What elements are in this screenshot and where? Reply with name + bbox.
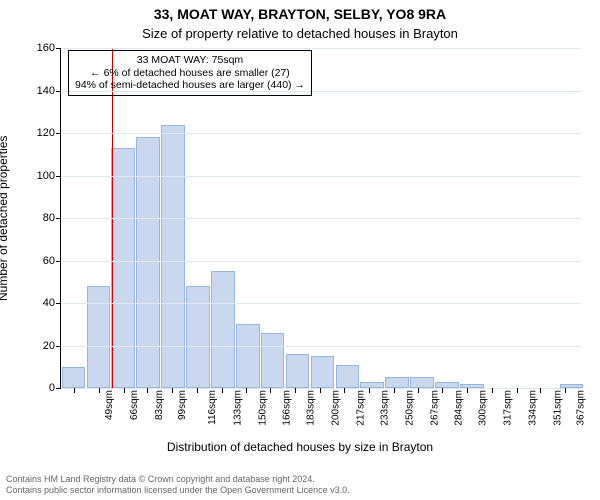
- x-tick-mark: [246, 388, 247, 393]
- x-tick-mark: [124, 388, 125, 393]
- x-tick-label: 49sqm: [104, 390, 115, 420]
- x-tick-mark: [320, 388, 321, 393]
- annotation-line: 94% of semi-detached houses are larger (…: [75, 79, 305, 92]
- gridline: [61, 176, 581, 177]
- y-tick-label: 60: [43, 255, 55, 267]
- x-tick-label: 233sqm: [379, 390, 390, 426]
- y-tick-mark: [56, 133, 61, 134]
- x-tick-mark: [74, 388, 75, 393]
- x-tick-mark: [565, 388, 566, 393]
- histogram-bar: [261, 333, 285, 388]
- x-tick-mark: [222, 388, 223, 393]
- histogram-bar: [161, 125, 185, 389]
- x-tick-label: 116sqm: [207, 390, 218, 425]
- gridline: [61, 346, 581, 347]
- x-tick-label: 200sqm: [331, 390, 342, 426]
- y-tick-mark: [56, 303, 61, 304]
- y-tick-label: 100: [37, 170, 55, 182]
- histogram-bar: [385, 377, 409, 388]
- histogram-bar: [236, 324, 260, 388]
- y-tick-label: 120: [37, 127, 55, 139]
- y-axis-label: Number of detached properties: [0, 135, 10, 300]
- plot-area: 02040608010012014016049sqm66sqm83sqm99sq…: [60, 48, 581, 389]
- gridline: [61, 261, 581, 262]
- gridline: [61, 303, 581, 304]
- y-tick-label: 140: [37, 85, 55, 97]
- histogram-bar: [410, 377, 434, 388]
- histogram-bar: [111, 148, 135, 388]
- x-tick-mark: [99, 388, 100, 393]
- y-tick-mark: [56, 218, 61, 219]
- chart-title-main: 33, MOAT WAY, BRAYTON, SELBY, YO8 9RA: [0, 6, 600, 22]
- x-tick-label: 217sqm: [356, 390, 367, 426]
- gridline: [61, 133, 581, 134]
- x-tick-label: 267sqm: [429, 390, 440, 426]
- x-tick-label: 317sqm: [502, 390, 513, 426]
- histogram-bar: [286, 354, 310, 388]
- x-tick-mark: [418, 388, 419, 393]
- x-tick-mark: [369, 388, 370, 393]
- gridline: [61, 218, 581, 219]
- x-tick-label: 284sqm: [454, 390, 465, 426]
- x-axis-label: Distribution of detached houses by size …: [0, 440, 600, 454]
- histogram-bar: [311, 356, 335, 388]
- x-tick-mark: [344, 388, 345, 393]
- histogram-bar: [62, 367, 86, 388]
- y-tick-label: 80: [43, 212, 55, 224]
- x-tick-label: 99sqm: [177, 390, 188, 420]
- gridline: [61, 48, 581, 49]
- x-tick-mark: [540, 388, 541, 393]
- x-tick-label: 250sqm: [404, 390, 415, 426]
- x-tick-mark: [295, 388, 296, 393]
- y-tick-label: 0: [49, 382, 55, 394]
- x-tick-label: 66sqm: [129, 390, 140, 420]
- y-tick-label: 20: [43, 340, 55, 352]
- x-tick-mark: [270, 388, 271, 393]
- y-tick-label: 160: [37, 42, 55, 54]
- x-tick-mark: [147, 388, 148, 393]
- histogram-bar: [186, 286, 210, 388]
- y-tick-mark: [56, 48, 61, 49]
- x-tick-label: 133sqm: [233, 390, 244, 426]
- x-tick-label: 83sqm: [154, 390, 165, 420]
- x-tick-label: 367sqm: [576, 390, 587, 426]
- histogram-bar: [87, 286, 111, 388]
- x-tick-mark: [172, 388, 173, 393]
- x-tick-mark: [442, 388, 443, 393]
- x-tick-label: 150sqm: [258, 390, 269, 426]
- y-tick-mark: [56, 388, 61, 389]
- x-tick-label: 300sqm: [477, 390, 488, 426]
- annotation-box: 33 MOAT WAY: 75sqm← 6% of detached house…: [68, 50, 312, 96]
- footer-attribution: Contains HM Land Registry data © Crown c…: [6, 474, 350, 497]
- x-tick-mark: [517, 388, 518, 393]
- histogram-bar: [336, 365, 360, 388]
- x-tick-mark: [197, 388, 198, 393]
- annotation-line: ← 6% of detached houses are smaller (27): [75, 67, 305, 80]
- y-tick-label: 40: [43, 297, 55, 309]
- x-tick-label: 183sqm: [306, 390, 317, 426]
- x-tick-mark: [492, 388, 493, 393]
- x-tick-mark: [394, 388, 395, 393]
- y-tick-mark: [56, 176, 61, 177]
- chart-container: 33, MOAT WAY, BRAYTON, SELBY, YO8 9RA Si…: [0, 0, 600, 500]
- annotation-line: 33 MOAT WAY: 75sqm: [75, 54, 305, 67]
- x-tick-label: 351sqm: [552, 390, 563, 426]
- y-tick-mark: [56, 346, 61, 347]
- x-tick-label: 334sqm: [527, 390, 538, 426]
- y-tick-mark: [56, 91, 61, 92]
- chart-title-sub: Size of property relative to detached ho…: [0, 26, 600, 41]
- x-tick-label: 166sqm: [281, 390, 292, 426]
- y-tick-mark: [56, 261, 61, 262]
- histogram-bar: [211, 271, 235, 388]
- x-tick-mark: [467, 388, 468, 393]
